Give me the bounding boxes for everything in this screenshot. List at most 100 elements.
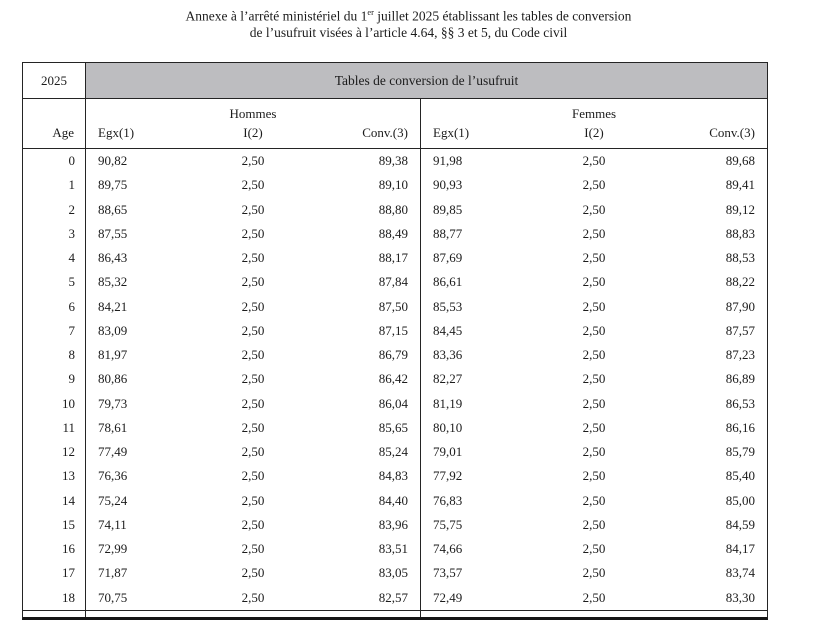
age-column-header: Age bbox=[23, 99, 86, 148]
table-row: 5 85,32 2,50 87,84 86,61 2,50 88,22 bbox=[23, 270, 767, 295]
femmes-conv-value: 84,59 bbox=[725, 516, 755, 532]
hommes-conv-value: 86,79 bbox=[378, 347, 408, 363]
table-row: 14 75,24 2,50 84,40 76,83 2,50 85,00 bbox=[23, 488, 767, 513]
hommes-i-value: 2,50 bbox=[241, 541, 265, 557]
hommes-i-value: 2,50 bbox=[241, 347, 265, 363]
femmes-cells: 76,83 2,50 85,00 bbox=[421, 489, 767, 513]
age-cell: 6 bbox=[23, 294, 86, 319]
femmes-egx-value: 91,98 bbox=[433, 153, 463, 169]
hommes-cells: 74,11 2,50 83,96 bbox=[86, 512, 421, 537]
table-caption-row: 2025 Tables de conversion de l’usufruit bbox=[23, 63, 767, 99]
femmes-cells: 77,92 2,50 85,40 bbox=[421, 464, 767, 488]
femmes-cells: 86,61 2,50 88,22 bbox=[421, 270, 767, 294]
hommes-cells: 87,55 2,50 88,49 bbox=[86, 221, 421, 246]
femmes-egx-value: 76,83 bbox=[433, 492, 463, 508]
femmes-cells: 73,57 2,50 83,74 bbox=[421, 561, 767, 585]
age-cell: 4 bbox=[23, 246, 86, 271]
femmes-cells: 88,77 2,50 88,83 bbox=[421, 222, 767, 246]
femmes-cells: 89,85 2,50 89,12 bbox=[421, 198, 767, 222]
table-row: 7 83,09 2,50 87,15 84,45 2,50 87,57 bbox=[23, 318, 767, 343]
hommes-egx-value: 78,61 bbox=[98, 419, 128, 435]
hommes-egx-value: 83,09 bbox=[98, 322, 128, 338]
femmes-i-value: 2,50 bbox=[582, 298, 606, 314]
hommes-conv-value: 89,10 bbox=[378, 177, 408, 193]
femmes-egx-value: 85,53 bbox=[433, 298, 463, 314]
femmes-cells: 79,01 2,50 85,79 bbox=[421, 440, 767, 464]
femmes-egx-value: 77,92 bbox=[433, 468, 463, 484]
hommes-egx-value: 77,49 bbox=[98, 444, 128, 460]
femmes-conv-value: 86,53 bbox=[725, 395, 755, 411]
femmes-egx-value: 73,57 bbox=[433, 565, 463, 581]
document-title-line1: Annexe à l’arrêté ministériel du 1er jui… bbox=[185, 8, 632, 24]
femmes-egx-header: Egx(1) bbox=[433, 125, 470, 140]
age-cell: 18 bbox=[23, 585, 86, 610]
femmes-i-value: 2,50 bbox=[582, 322, 606, 338]
hommes-egx-value: 76,36 bbox=[98, 468, 128, 484]
femmes-cells: 84,45 2,50 87,57 bbox=[421, 319, 767, 343]
hommes-conv-value: 83,96 bbox=[378, 516, 408, 532]
femmes-i-value: 2,50 bbox=[582, 274, 606, 290]
hommes-conv-value: 87,15 bbox=[378, 322, 408, 338]
hommes-i-value: 2,50 bbox=[241, 419, 265, 435]
hommes-conv-value: 83,05 bbox=[378, 565, 408, 581]
hommes-i-value: 2,50 bbox=[241, 492, 265, 508]
femmes-conv-value: 85,00 bbox=[725, 492, 755, 508]
hommes-egx-value: 72,99 bbox=[98, 541, 128, 557]
hommes-cells: 85,32 2,50 87,84 bbox=[86, 270, 421, 295]
femmes-conv-value: 88,83 bbox=[725, 225, 755, 241]
hommes-egx-value: 70,75 bbox=[98, 589, 128, 605]
hommes-egx-value: 75,24 bbox=[98, 492, 128, 508]
hommes-i-value: 2,50 bbox=[241, 371, 265, 387]
age-cell: 12 bbox=[23, 440, 86, 465]
hommes-conv-value: 88,17 bbox=[378, 250, 408, 266]
ordinal-superscript: er bbox=[367, 8, 374, 17]
hommes-cells: 83,09 2,50 87,15 bbox=[86, 318, 421, 343]
age-cell: 3 bbox=[23, 221, 86, 246]
femmes-egx-value: 82,27 bbox=[433, 371, 463, 387]
table-row: 11 78,61 2,50 85,65 80,10 2,50 86,16 bbox=[23, 415, 767, 440]
hommes-cells: 80,86 2,50 86,42 bbox=[86, 367, 421, 392]
document-title: Annexe à l’arrêté ministériel du 1er jui… bbox=[0, 0, 817, 41]
hommes-conv-value: 84,83 bbox=[378, 468, 408, 484]
hommes-cells: 76,36 2,50 84,83 bbox=[86, 464, 421, 489]
femmes-cells: 72,49 2,50 83,30 bbox=[421, 586, 767, 610]
hommes-egx-value: 89,75 bbox=[98, 177, 128, 193]
femmes-i-value: 2,50 bbox=[582, 395, 606, 411]
hommes-i-value: 2,50 bbox=[241, 153, 265, 169]
hommes-conv-value: 86,04 bbox=[378, 395, 408, 411]
age-cell: 13 bbox=[23, 464, 86, 489]
femmes-i-value: 2,50 bbox=[582, 444, 606, 460]
age-cell: 10 bbox=[23, 391, 86, 416]
femmes-egx-value: 75,75 bbox=[433, 516, 463, 532]
femmes-egx-value: 72,49 bbox=[433, 589, 463, 605]
hommes-cells: 88,65 2,50 88,80 bbox=[86, 197, 421, 222]
femmes-i-value: 2,50 bbox=[582, 371, 606, 387]
table-row: 9 80,86 2,50 86,42 82,27 2,50 86,89 bbox=[23, 367, 767, 392]
femmes-cells: 75,75 2,50 84,59 bbox=[421, 513, 767, 537]
age-cell: 2 bbox=[23, 197, 86, 222]
bottom-strip-age bbox=[23, 610, 86, 617]
hommes-conv-value: 84,40 bbox=[378, 492, 408, 508]
hommes-i-value: 2,50 bbox=[241, 177, 265, 193]
age-cell: 9 bbox=[23, 367, 86, 392]
femmes-egx-value: 86,61 bbox=[433, 274, 463, 290]
femmes-conv-header: Conv.(3) bbox=[709, 125, 755, 140]
hommes-conv-value: 86,42 bbox=[378, 371, 408, 387]
femmes-i-value: 2,50 bbox=[582, 153, 606, 169]
femmes-cells: 85,53 2,50 87,90 bbox=[421, 295, 767, 319]
hommes-egx-value: 80,86 bbox=[98, 371, 128, 387]
femmes-conv-value: 83,74 bbox=[725, 565, 755, 581]
femmes-i-value: 2,50 bbox=[582, 177, 606, 193]
usufruct-conversion-table: 2025 Tables de conversion de l’usufruit … bbox=[22, 62, 768, 620]
table-row: 3 87,55 2,50 88,49 88,77 2,50 88,83 bbox=[23, 221, 767, 246]
femmes-cells: 83,36 2,50 87,23 bbox=[421, 343, 767, 367]
table-bottom-strip bbox=[23, 609, 767, 617]
femmes-conv-value: 86,89 bbox=[725, 371, 755, 387]
table-header-row: Age Hommes Egx(1) I(2) Conv.(3) Femmes E… bbox=[23, 99, 767, 149]
femmes-cells: 80,10 2,50 86,16 bbox=[421, 416, 767, 440]
hommes-cells: 75,24 2,50 84,40 bbox=[86, 488, 421, 513]
table-row: 0 90,82 2,50 89,38 91,98 2,50 89,68 bbox=[23, 149, 767, 174]
age-cell: 14 bbox=[23, 488, 86, 513]
femmes-egx-value: 80,10 bbox=[433, 419, 463, 435]
table-row: 15 74,11 2,50 83,96 75,75 2,50 84,59 bbox=[23, 512, 767, 537]
